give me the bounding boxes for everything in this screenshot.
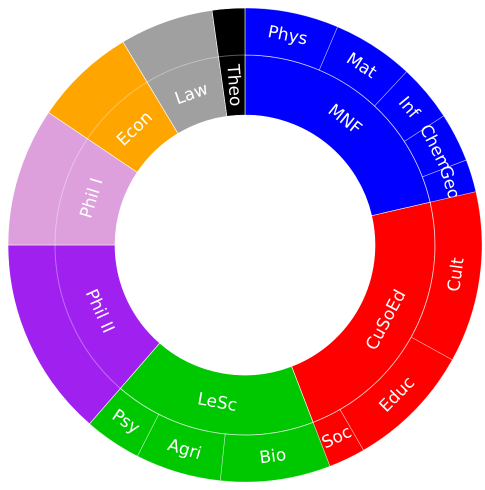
- segment-label: Cult: [444, 256, 469, 293]
- leaf-segment: [211, 7, 246, 117]
- segment-label: Theo: [222, 63, 245, 107]
- segment-label: Bio: [258, 445, 287, 468]
- ring-divider: [54, 54, 436, 436]
